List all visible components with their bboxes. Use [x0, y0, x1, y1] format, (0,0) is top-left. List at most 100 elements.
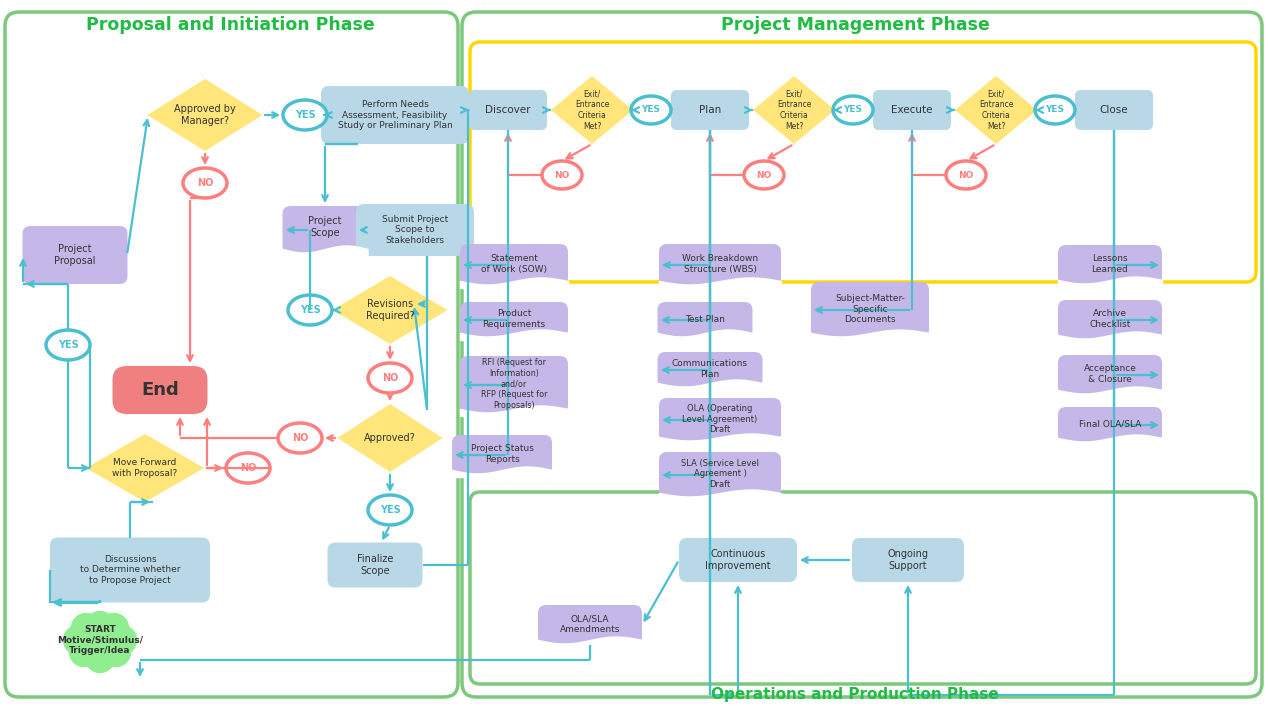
Text: Project
Scope: Project Scope: [308, 216, 342, 238]
Circle shape: [85, 643, 115, 673]
Text: YES: YES: [843, 106, 862, 114]
Text: Approved by
Manager?: Approved by Manager?: [174, 104, 236, 126]
Circle shape: [71, 613, 101, 643]
FancyBboxPatch shape: [321, 86, 469, 144]
Circle shape: [85, 625, 115, 655]
Text: Finalize
Scope: Finalize Scope: [356, 554, 393, 576]
Ellipse shape: [46, 330, 90, 360]
Circle shape: [68, 637, 99, 667]
Polygon shape: [147, 79, 262, 151]
Text: Work Breakdown
Structure (WBS): Work Breakdown Structure (WBS): [682, 254, 758, 274]
FancyBboxPatch shape: [1075, 90, 1153, 130]
Text: Execute: Execute: [891, 105, 933, 115]
Ellipse shape: [946, 161, 987, 189]
Polygon shape: [337, 404, 443, 472]
Text: YES: YES: [299, 305, 321, 315]
Ellipse shape: [283, 100, 327, 130]
Text: Proposal and Initiation Phase: Proposal and Initiation Phase: [86, 16, 374, 34]
Text: YES: YES: [1046, 106, 1065, 114]
FancyBboxPatch shape: [327, 542, 422, 587]
Text: Exit/
Entrance
Criteria
Met?: Exit/ Entrance Criteria Met?: [979, 89, 1013, 131]
FancyBboxPatch shape: [1058, 407, 1161, 443]
Text: RFI (Request for
Information)
and/or
RFP (Request for
Proposals): RFI (Request for Information) and/or RFP…: [481, 358, 548, 410]
Text: Acceptance
& Closure: Acceptance & Closure: [1084, 364, 1136, 384]
Text: Project Status
Reports: Project Status Reports: [470, 444, 534, 464]
Circle shape: [63, 625, 94, 655]
FancyBboxPatch shape: [460, 356, 568, 414]
Text: Discover: Discover: [486, 105, 531, 115]
FancyBboxPatch shape: [852, 538, 964, 582]
Circle shape: [107, 625, 137, 655]
Text: YES: YES: [294, 110, 316, 120]
Text: OLA (Operating
Level Agreement)
Draft: OLA (Operating Level Agreement) Draft: [682, 404, 757, 435]
FancyBboxPatch shape: [356, 204, 474, 256]
Polygon shape: [753, 76, 836, 144]
Text: NO: NO: [382, 373, 398, 383]
Text: YES: YES: [57, 340, 79, 350]
FancyBboxPatch shape: [659, 398, 781, 442]
Text: Ongoing
Support: Ongoing Support: [888, 549, 928, 571]
Text: NO: NO: [959, 170, 974, 180]
FancyBboxPatch shape: [678, 538, 798, 582]
FancyBboxPatch shape: [283, 206, 368, 254]
Text: OLA/SLA
Amendments: OLA/SLA Amendments: [559, 614, 620, 634]
Text: Exit/
Entrance
Criteria
Met?: Exit/ Entrance Criteria Met?: [574, 89, 609, 131]
Text: Perform Needs
Assessment, Feasibility
Study or Preliminary Plan: Perform Needs Assessment, Feasibility St…: [337, 99, 453, 130]
Text: NO: NO: [554, 170, 569, 180]
Circle shape: [85, 611, 115, 641]
Polygon shape: [332, 276, 448, 344]
Text: SLA (Service Level
Agreement )
Draft: SLA (Service Level Agreement ) Draft: [681, 459, 760, 489]
Text: Submit Project
Scope to
Stakeholders: Submit Project Scope to Stakeholders: [382, 214, 448, 245]
Text: Statement
of Work (SOW): Statement of Work (SOW): [481, 254, 547, 274]
Polygon shape: [86, 434, 204, 502]
Text: NO: NO: [756, 170, 772, 180]
Text: Project Management Phase: Project Management Phase: [720, 16, 989, 34]
Text: YES: YES: [642, 106, 661, 114]
Text: Close: Close: [1099, 105, 1129, 115]
Text: Continuous
Improvement: Continuous Improvement: [705, 549, 771, 571]
FancyBboxPatch shape: [659, 244, 781, 286]
FancyBboxPatch shape: [23, 226, 128, 284]
Text: Discussions
to Determine whether
to Propose Project: Discussions to Determine whether to Prop…: [80, 555, 180, 585]
Circle shape: [99, 613, 129, 643]
Text: YES: YES: [379, 505, 401, 515]
Text: NO: NO: [197, 178, 213, 188]
Text: Communications
Plan: Communications Plan: [672, 359, 748, 379]
Text: Archive
Checklist: Archive Checklist: [1089, 309, 1131, 329]
FancyBboxPatch shape: [1058, 355, 1161, 395]
Ellipse shape: [368, 363, 412, 393]
FancyBboxPatch shape: [460, 244, 568, 286]
Text: Plan: Plan: [699, 105, 721, 115]
Text: Subject-Matter-
Specific
Documents: Subject-Matter- Specific Documents: [836, 294, 905, 324]
Text: Product
Requirements: Product Requirements: [482, 309, 545, 329]
Text: NO: NO: [240, 463, 256, 473]
Text: Final OLA/SLA: Final OLA/SLA: [1079, 420, 1141, 429]
Ellipse shape: [226, 453, 270, 483]
Ellipse shape: [744, 161, 784, 189]
Text: Operations and Production Phase: Operations and Production Phase: [711, 687, 999, 702]
Text: Test Plan: Test Plan: [685, 315, 725, 324]
Ellipse shape: [1035, 96, 1075, 124]
Ellipse shape: [631, 96, 671, 124]
Polygon shape: [955, 76, 1037, 144]
Ellipse shape: [288, 295, 332, 325]
Text: Revisions
Required?: Revisions Required?: [365, 299, 415, 321]
Ellipse shape: [541, 161, 582, 189]
Text: End: End: [141, 381, 179, 399]
FancyBboxPatch shape: [1058, 245, 1161, 285]
Text: Approved?: Approved?: [364, 433, 416, 443]
FancyBboxPatch shape: [658, 302, 752, 338]
Ellipse shape: [833, 96, 872, 124]
Polygon shape: [552, 76, 633, 144]
FancyBboxPatch shape: [659, 452, 781, 498]
FancyBboxPatch shape: [671, 90, 749, 130]
Ellipse shape: [368, 495, 412, 525]
Text: Exit/
Entrance
Criteria
Met?: Exit/ Entrance Criteria Met?: [777, 89, 812, 131]
FancyBboxPatch shape: [113, 366, 208, 414]
FancyBboxPatch shape: [451, 435, 552, 475]
Text: Project
Proposal: Project Proposal: [55, 244, 96, 266]
Circle shape: [100, 637, 131, 667]
FancyBboxPatch shape: [1058, 300, 1161, 340]
FancyBboxPatch shape: [538, 605, 642, 645]
Ellipse shape: [278, 423, 322, 453]
